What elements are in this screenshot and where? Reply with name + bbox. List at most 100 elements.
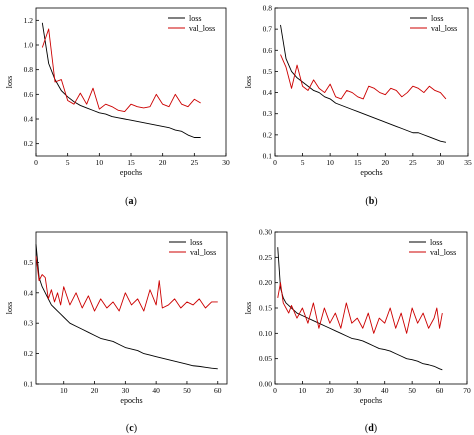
x-tick-label: 5 [66, 158, 70, 167]
caption-open: ( [365, 423, 369, 434]
x-axis-label: epochs [360, 168, 382, 177]
legend-label-val-loss: val_loss [190, 248, 216, 257]
x-tick-label: 35 [464, 158, 472, 167]
series-line-val-loss [41, 28, 201, 113]
series-line-val-loss [277, 282, 443, 334]
chart-panel-c: 10 20 30 40 50 60 0.1 0.2 0.3 0.4 0.5 epochs loss los… [5, 231, 228, 434]
caption-letter: b [369, 196, 375, 207]
series-line-val-loss [280, 54, 447, 100]
y-axis-label: loss [5, 302, 14, 314]
x-tick-label: 20 [159, 158, 167, 167]
y-tick-label: 0.05 [259, 354, 272, 363]
x-tick-label: 30 [222, 158, 230, 167]
x-tick-label: 10 [299, 386, 307, 395]
caption-open: ( [365, 196, 369, 207]
y-tick-label: 0.15 [259, 304, 272, 313]
plot-frame [274, 7, 469, 157]
x-tick-label: 10 [96, 158, 104, 167]
series-line-loss [41, 22, 201, 138]
x-tick-label: 50 [183, 386, 191, 395]
caption-letter: d [368, 423, 374, 434]
legend-label-val-loss: val_loss [430, 248, 456, 257]
y-tick-label: 1.0 [24, 41, 34, 50]
y-tick-label: 0.2 [24, 139, 34, 148]
x-tick-label: 20 [91, 386, 99, 395]
panel-caption: (d) [365, 423, 377, 434]
panel-caption: (b) [365, 196, 377, 207]
chart-panel-d: 0 10 20 30 40 50 60 70 0.00 0.05 0.10 0.15 0.20 0.25 0… [244, 228, 471, 435]
series-line-loss [280, 24, 447, 143]
x-tick-label: 5 [301, 158, 305, 167]
series-line-loss [277, 247, 443, 371]
series-line-loss [35, 244, 218, 370]
caption-close: ) [374, 423, 377, 434]
caption-letter: a [129, 196, 134, 207]
y-tick-label: 0.3 [263, 109, 273, 118]
x-tick-label: 10 [60, 386, 68, 395]
y-axis-label: loss [244, 302, 253, 314]
x-tick-label: 50 [408, 386, 416, 395]
caption-close: ) [374, 196, 377, 207]
y-tick-label: 1.2 [24, 16, 34, 25]
y-tick-label: 0.1 [263, 152, 273, 161]
caption-close: ) [134, 196, 137, 207]
caption-letter: c [129, 423, 134, 434]
legend-label-val-loss: val_loss [431, 24, 457, 33]
y-tick-label: 0.5 [263, 67, 273, 76]
y-tick-label: 0.8 [263, 4, 273, 13]
chart-panel-a: 0 5 10 15 20 25 30 0.2 0.4 0.6 0.8 1.0 1.2 epochs loss… [5, 7, 230, 207]
x-tick-label: 25 [409, 158, 417, 167]
x-axis-label: epochs [360, 396, 382, 405]
legend-label-loss: loss [189, 14, 201, 23]
chart-panel-b: 0 5 10 15 20 25 30 35 0.1 0.2 0.3 0.4 0.5 0.6 0.7 0.8 ep… [244, 4, 472, 208]
legend-label-val-loss: val_loss [189, 24, 215, 33]
x-tick-label: 20 [326, 386, 334, 395]
caption-open: ( [126, 423, 130, 434]
x-tick-label: 30 [354, 386, 362, 395]
x-tick-label: 20 [382, 158, 390, 167]
x-tick-label: 10 [326, 158, 334, 167]
y-axis-label: loss [244, 76, 253, 88]
x-tick-label: 0 [273, 386, 277, 395]
x-tick-label: 30 [122, 386, 130, 395]
series-line-val-loss [35, 256, 218, 312]
x-tick-label: 25 [191, 158, 199, 167]
legend-label-loss: loss [190, 238, 202, 247]
y-tick-label: 0.4 [263, 88, 273, 97]
y-tick-label: 0.5 [24, 258, 34, 267]
x-tick-label: 0 [34, 158, 38, 167]
y-tick-label: 0.6 [24, 90, 34, 99]
panel-caption: (a) [125, 196, 137, 207]
x-tick-label: 70 [463, 386, 471, 395]
y-tick-label: 0.1 [24, 380, 34, 389]
caption-close: ) [134, 423, 137, 434]
x-tick-label: 60 [436, 386, 444, 395]
y-tick-label: 0.6 [263, 46, 273, 55]
x-tick-label: 15 [127, 158, 135, 167]
plot-frame [35, 231, 228, 385]
y-tick-label: 0.10 [259, 329, 272, 338]
y-tick-label: 0.00 [259, 380, 272, 389]
y-tick-label: 0.4 [24, 288, 34, 297]
y-tick-label: 0.2 [263, 130, 273, 139]
x-tick-label: 40 [381, 386, 389, 395]
y-tick-label: 0.2 [24, 349, 34, 358]
y-tick-label: 0.20 [259, 278, 272, 287]
x-axis-label: epochs [120, 168, 142, 177]
x-axis-label: epochs [120, 396, 142, 405]
y-tick-label: 0.30 [259, 228, 272, 237]
x-tick-label: 60 [214, 386, 222, 395]
x-tick-label: 40 [152, 386, 160, 395]
y-tick-label: 0.7 [263, 25, 273, 34]
x-tick-label: 0 [273, 158, 277, 167]
panel-caption: (c) [126, 423, 137, 434]
legend-label-loss: loss [431, 14, 443, 23]
y-tick-label: 0.3 [24, 319, 34, 328]
y-tick-label: 0.25 [259, 253, 272, 262]
y-tick-label: 0.8 [24, 65, 34, 74]
y-axis-label: loss [5, 76, 14, 88]
x-tick-label: 15 [354, 158, 362, 167]
legend-label-loss: loss [430, 238, 442, 247]
caption-open: ( [125, 196, 129, 207]
